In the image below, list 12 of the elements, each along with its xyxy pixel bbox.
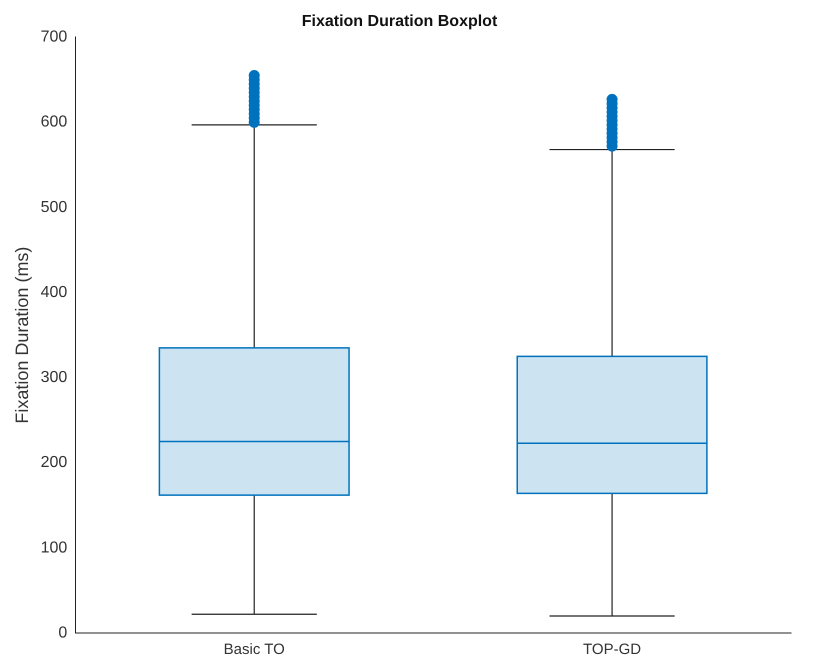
y-tick-label: 200: [40, 454, 68, 472]
y-tick-label: 100: [40, 539, 68, 556]
x-tick-label: Basic TO: [224, 641, 285, 658]
chart-title: Fixation Duration Boxplot: [302, 13, 498, 30]
y-tick-label: 700: [40, 28, 68, 46]
y-tick-label: 600: [40, 114, 68, 131]
y-tick-label: 500: [40, 198, 68, 216]
y-tick-label: 400: [40, 284, 68, 301]
y-tick-label: 0: [58, 624, 68, 642]
y-tick-label: 300: [40, 369, 68, 386]
x-tick-label: TOP-GD: [583, 641, 642, 658]
y-axis-title: Fixation Duration (ms): [12, 246, 32, 424]
